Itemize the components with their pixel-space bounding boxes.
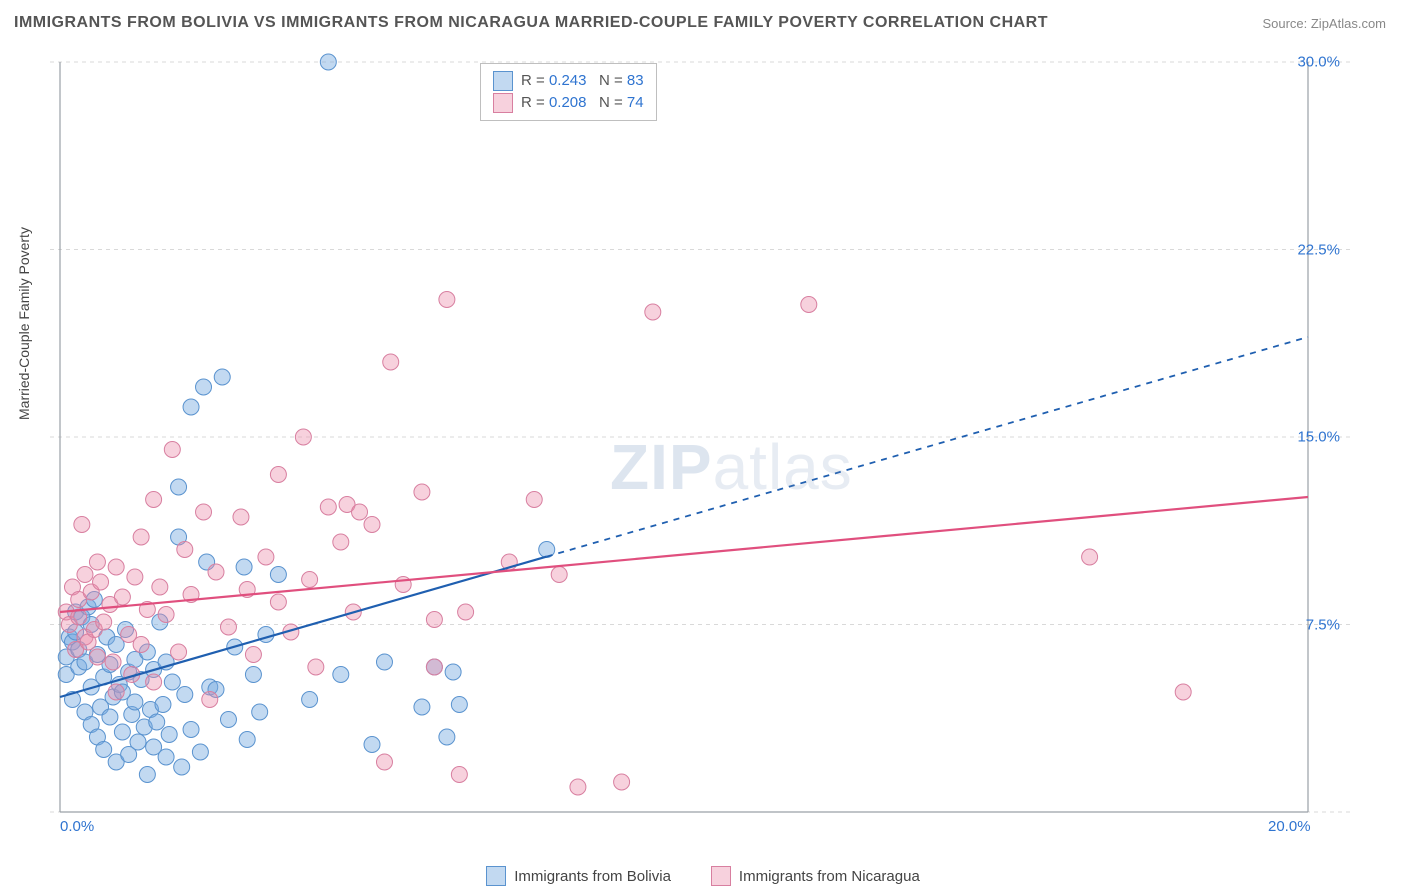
y-tick-30: 30.0% <box>1297 54 1340 71</box>
legend-label-bolivia: Immigrants from Bolivia <box>514 868 671 885</box>
stats-legend: R = 0.243 N = 83R = 0.208 N = 74 <box>480 63 657 121</box>
x-tick-0: 0.0% <box>60 818 94 835</box>
swatch-bolivia <box>486 866 506 886</box>
y-axis-label: Married-Couple Family Poverty <box>16 227 32 420</box>
legend-label-nicaragua: Immigrants from Nicaragua <box>739 868 920 885</box>
series-legend: Immigrants from Bolivia Immigrants from … <box>0 866 1406 886</box>
stats-text-nicaragua: R = 0.208 N = 74 <box>521 92 644 114</box>
chart-svg <box>50 50 1350 820</box>
stats-row-nicaragua: R = 0.208 N = 74 <box>493 92 644 114</box>
y-tick-7.5: 7.5% <box>1306 616 1340 633</box>
stats-row-bolivia: R = 0.243 N = 83 <box>493 70 644 92</box>
swatch-bolivia-stats <box>493 71 513 91</box>
legend-item-bolivia: Immigrants from Bolivia <box>486 866 671 886</box>
swatch-nicaragua <box>711 866 731 886</box>
x-tick-20: 20.0% <box>1268 818 1311 835</box>
chart-title: IMMIGRANTS FROM BOLIVIA VS IMMIGRANTS FR… <box>14 14 1048 32</box>
y-tick-22.5: 22.5% <box>1297 241 1340 258</box>
swatch-nicaragua-stats <box>493 93 513 113</box>
source-label: Source: ZipAtlas.com <box>1262 16 1386 31</box>
plot-area: R = 0.243 N = 83R = 0.208 N = 74 ZIPatla… <box>50 50 1350 820</box>
legend-item-nicaragua: Immigrants from Nicaragua <box>711 866 920 886</box>
stats-text-bolivia: R = 0.243 N = 83 <box>521 70 644 92</box>
y-tick-15: 15.0% <box>1297 429 1340 446</box>
